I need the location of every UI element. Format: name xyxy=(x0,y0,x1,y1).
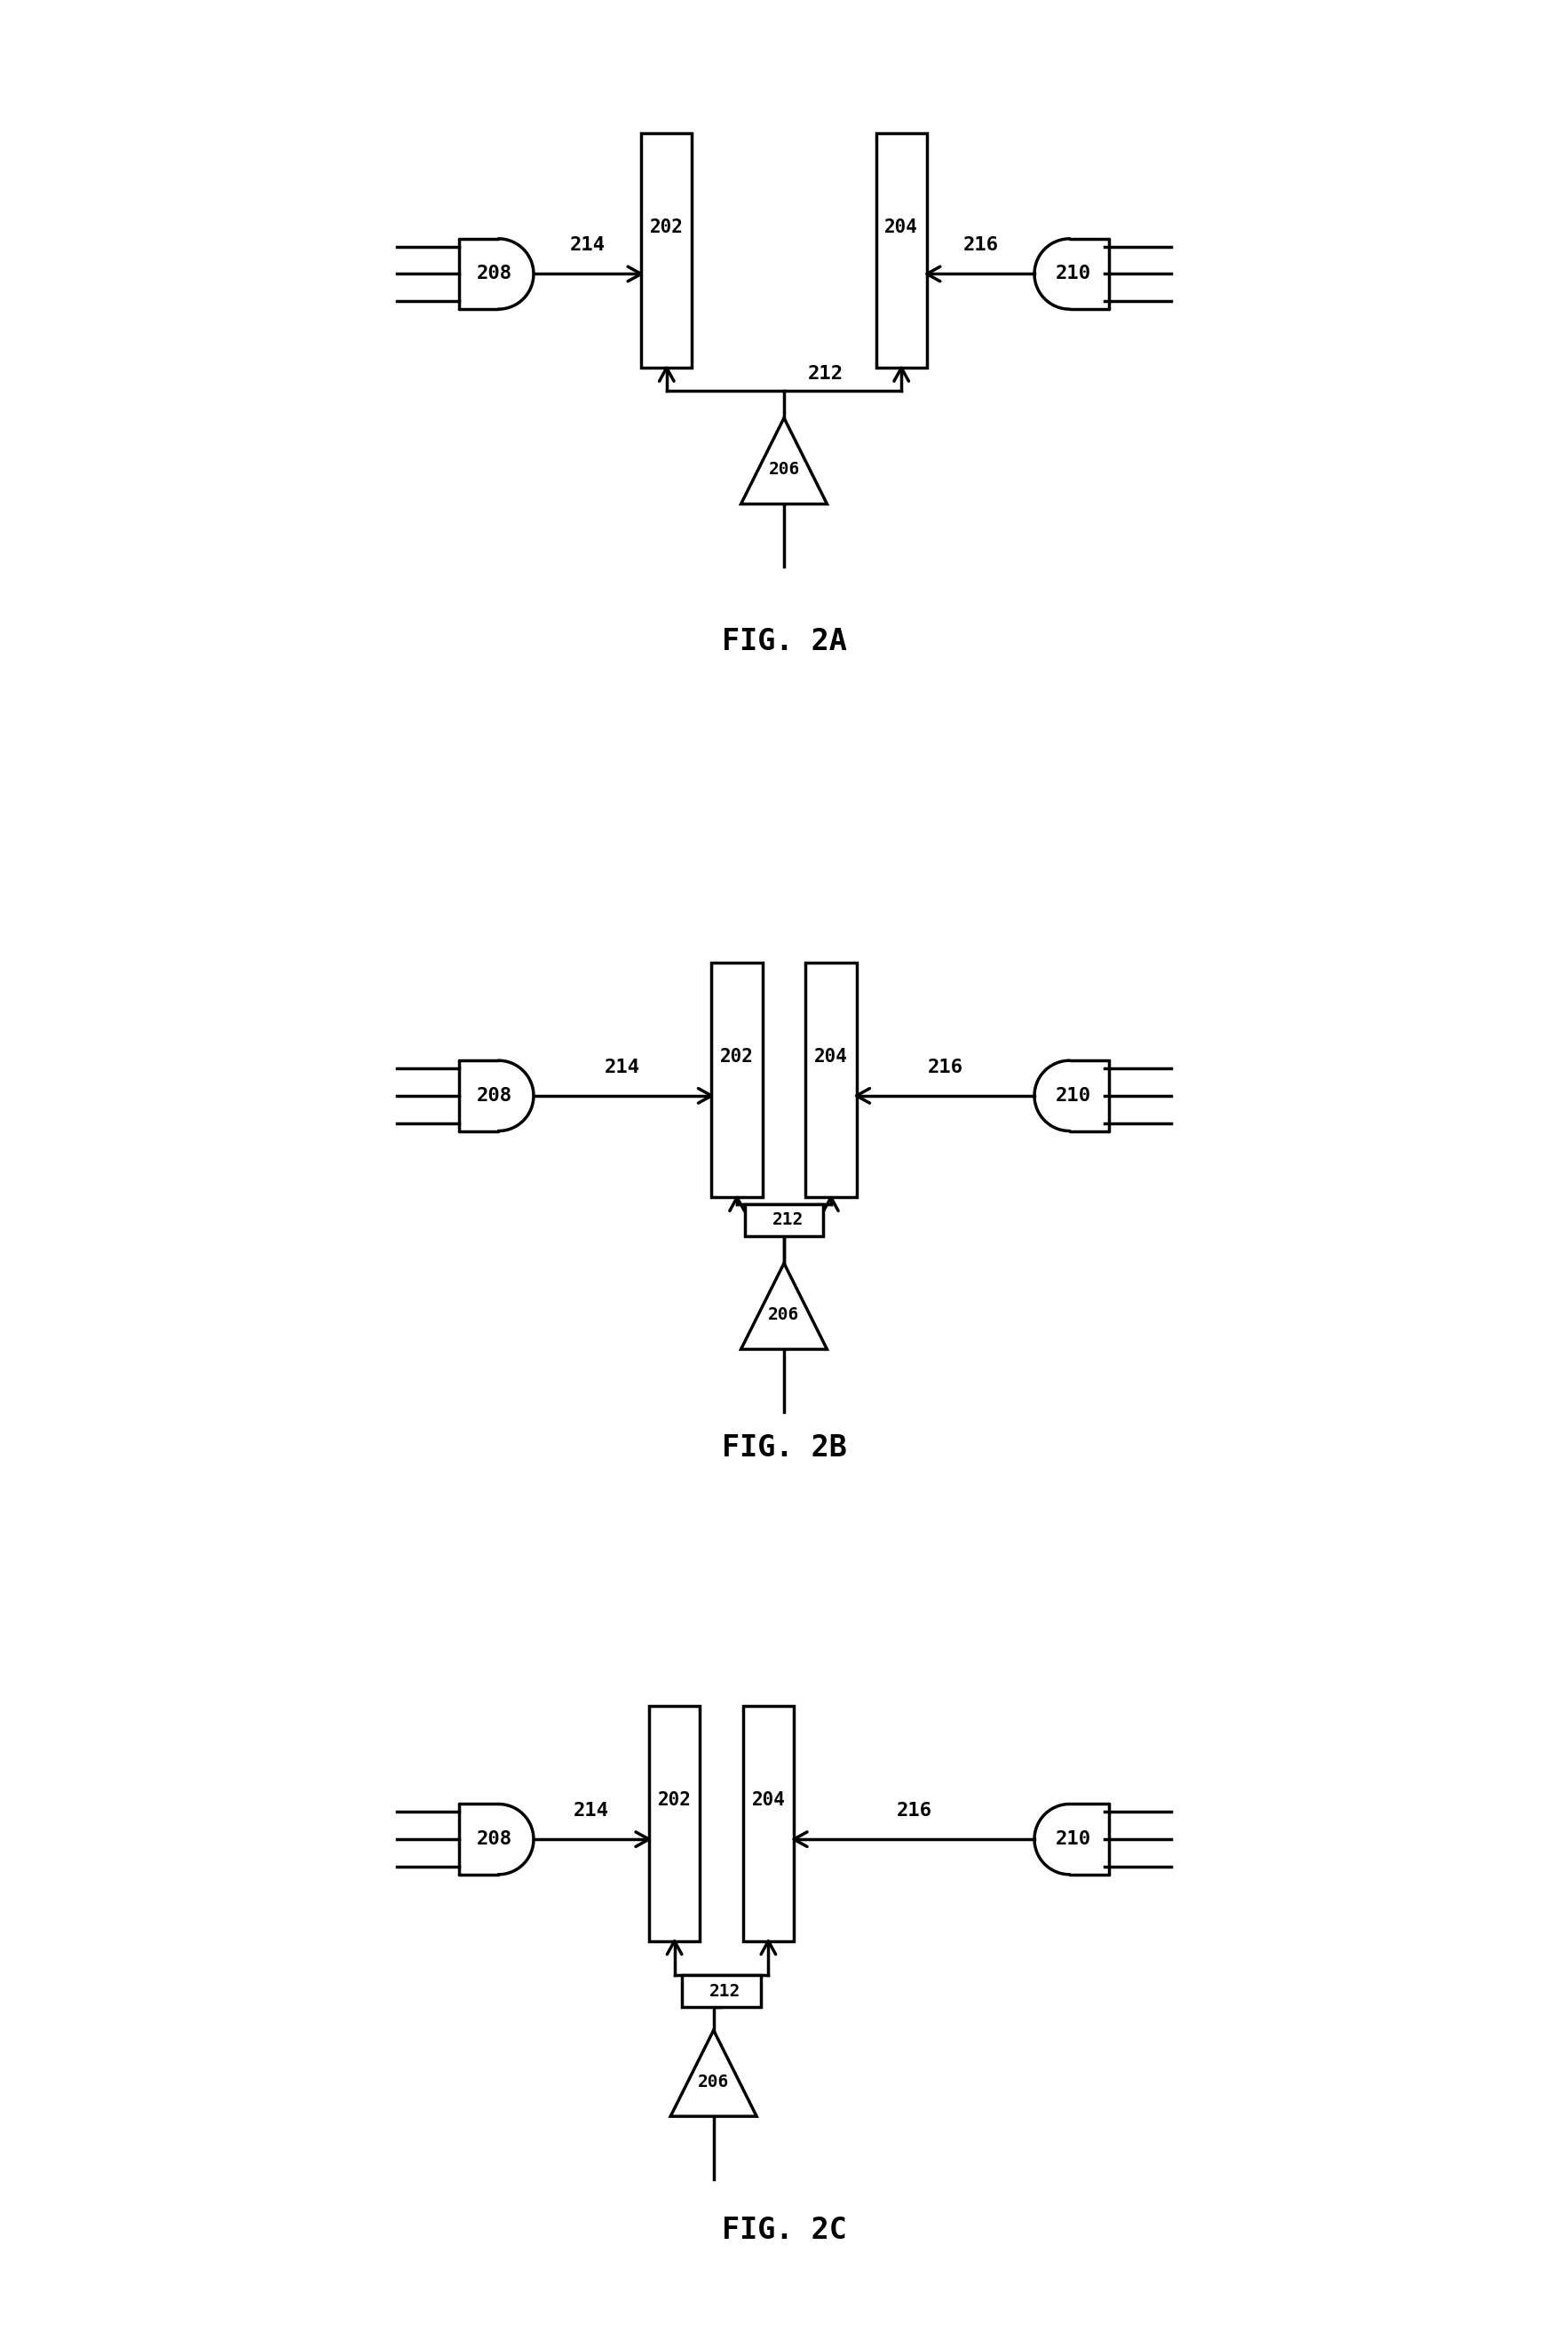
Bar xyxy=(806,963,856,1197)
Bar xyxy=(649,1707,699,1942)
Text: 206: 206 xyxy=(698,2073,729,2090)
Text: 204: 204 xyxy=(814,1047,848,1066)
Bar xyxy=(641,134,691,369)
Bar xyxy=(743,1707,793,1942)
Text: FIG. 2A: FIG. 2A xyxy=(721,627,847,657)
Text: 206: 206 xyxy=(768,460,800,479)
Text: 210: 210 xyxy=(1055,1087,1091,1104)
Text: 202: 202 xyxy=(720,1047,754,1066)
Text: 206: 206 xyxy=(768,1305,800,1324)
Text: 214: 214 xyxy=(574,1801,608,1820)
Polygon shape xyxy=(742,1263,826,1350)
Text: 208: 208 xyxy=(477,265,513,282)
Bar xyxy=(745,1205,823,1235)
Text: 208: 208 xyxy=(477,1831,513,1848)
Bar xyxy=(877,134,927,369)
Polygon shape xyxy=(671,2031,757,2116)
Text: 202: 202 xyxy=(649,218,684,235)
Text: 212: 212 xyxy=(808,364,844,383)
Text: 214: 214 xyxy=(605,1059,640,1075)
Text: 202: 202 xyxy=(657,1792,691,1808)
Text: 212: 212 xyxy=(773,1212,803,1228)
Text: 214: 214 xyxy=(569,237,605,254)
Text: FIG. 2C: FIG. 2C xyxy=(721,2217,847,2245)
Text: 212: 212 xyxy=(710,1982,742,2000)
Text: 208: 208 xyxy=(477,1087,513,1104)
Polygon shape xyxy=(742,418,826,505)
Bar xyxy=(682,1975,760,2008)
Bar xyxy=(712,963,762,1197)
Text: FIG. 2B: FIG. 2B xyxy=(721,1432,847,1463)
Text: 210: 210 xyxy=(1055,265,1091,282)
Text: 216: 216 xyxy=(928,1059,963,1075)
Text: 204: 204 xyxy=(884,218,919,235)
Text: 204: 204 xyxy=(751,1792,786,1808)
Text: 216: 216 xyxy=(963,237,999,254)
Text: 210: 210 xyxy=(1055,1831,1091,1848)
Text: 216: 216 xyxy=(897,1801,931,1820)
